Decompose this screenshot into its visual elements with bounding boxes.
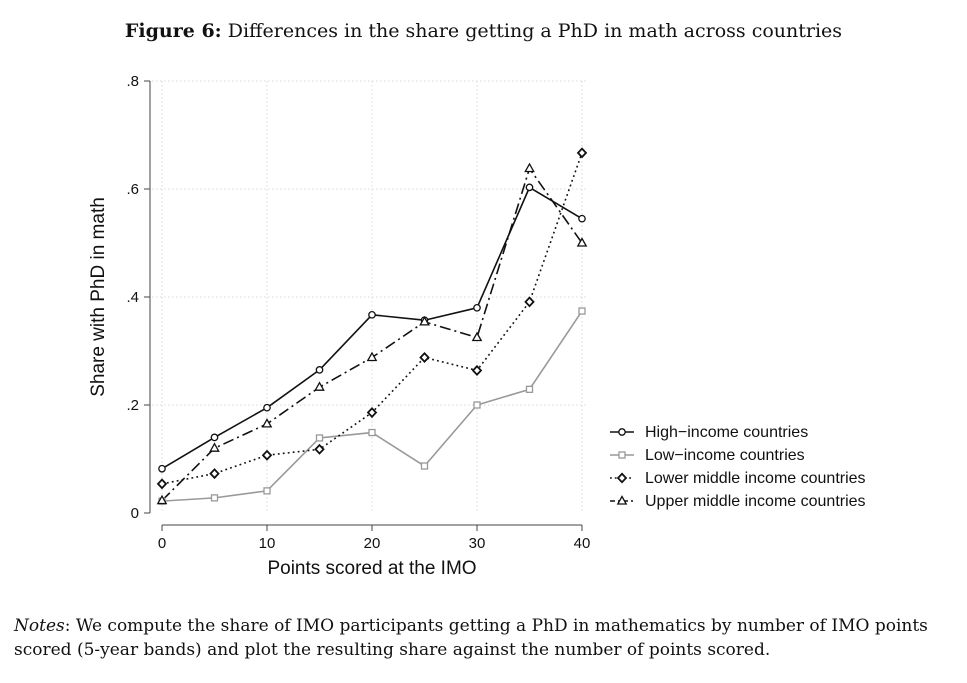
- y-axis-title: Share with PhD in math: [88, 197, 109, 397]
- x-tick-label: 10: [259, 535, 276, 552]
- data-point-triangle: [261, 418, 273, 428]
- legend-marker-circle: [618, 428, 626, 436]
- y-tick-label: .6: [126, 181, 139, 198]
- data-point-triangle: [419, 316, 430, 326]
- data-point-circle: [210, 433, 219, 442]
- data-markers: [156, 147, 588, 505]
- data-point-triangle: [524, 162, 535, 173]
- x-axis-title: Points scored at the IMO: [267, 558, 476, 579]
- data-point-square: [420, 462, 429, 470]
- x-tick-label: 0: [158, 535, 166, 552]
- data-point-diamond: [156, 478, 168, 490]
- data-point-square: [315, 434, 324, 442]
- data-point-diamond: [366, 407, 378, 419]
- figure-notes: Notes: We compute the share of IMO parti…: [14, 614, 959, 662]
- data-point-square: [525, 385, 534, 393]
- data-point-triangle: [576, 237, 588, 247]
- data-point-triangle: [209, 442, 220, 452]
- data-point-triangle: [471, 331, 483, 342]
- data-point-circle: [525, 183, 534, 192]
- legend-marker-triangle: [616, 495, 628, 505]
- y-tick-label: .8: [126, 73, 139, 90]
- y-tick-label: .4: [126, 289, 139, 306]
- x-tick-label: 30: [469, 535, 486, 552]
- data-point-circle: [368, 310, 376, 319]
- legend-label: High−income countries: [645, 424, 808, 441]
- y-tick-label: .2: [126, 397, 139, 414]
- x-tick-label: 40: [574, 535, 591, 552]
- data-point-diamond: [419, 351, 430, 363]
- legend-marker-diamond: [616, 472, 628, 484]
- data-point-circle: [578, 214, 586, 223]
- data-point-circle: [263, 403, 271, 412]
- y-tick-label: 0: [131, 505, 139, 522]
- figure-title: Figure 6: Differences in the share getti…: [0, 20, 967, 42]
- data-point-square: [578, 307, 586, 315]
- legend-label: Upper middle income countries: [645, 493, 866, 510]
- data-point-circle: [158, 464, 166, 473]
- figure-title-text: Differences in the share getting a PhD i…: [227, 20, 843, 42]
- notes-text: : We compute the share of IMO participan…: [14, 616, 928, 660]
- legend: High−income countries Low−income countrie…: [610, 424, 866, 510]
- data-point-diamond: [209, 468, 220, 480]
- legend-label: Lower middle income countries: [645, 470, 866, 487]
- data-point-diamond: [576, 147, 588, 159]
- data-point-triangle: [156, 494, 168, 505]
- data-point-diamond: [314, 443, 325, 455]
- x-tick-label: 20: [364, 535, 381, 552]
- data-point-triangle: [314, 381, 325, 391]
- data-point-diamond: [524, 296, 535, 308]
- line-chart: 0 .2 .4 .6 .8 0 10 20 30 40 Share with PhD in mat…: [88, 73, 866, 579]
- figure-label: Figure 6:: [124, 20, 222, 42]
- data-point-square: [368, 428, 376, 437]
- legend-label: Low−income countries: [645, 447, 805, 464]
- data-point-triangle: [366, 351, 378, 362]
- data-point-square: [263, 487, 271, 495]
- axes: 0 .2 .4 .6 .8 0 10 20 30 40: [126, 73, 590, 552]
- notes-label: Notes: [14, 616, 65, 636]
- data-point-circle: [315, 366, 324, 374]
- data-point-square: [210, 494, 219, 502]
- data-point-diamond: [261, 449, 273, 461]
- legend-marker-square: [618, 451, 626, 459]
- data-point-diamond: [471, 364, 483, 376]
- data-point-square: [473, 401, 481, 409]
- data-point-circle: [473, 303, 481, 312]
